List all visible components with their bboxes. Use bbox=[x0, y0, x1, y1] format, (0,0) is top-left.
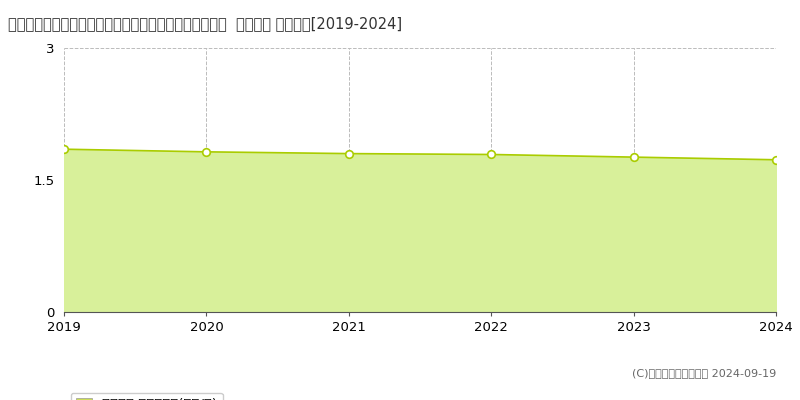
Point bbox=[342, 150, 355, 157]
Text: (C)土地価格ドットコム 2024-09-19: (C)土地価格ドットコム 2024-09-19 bbox=[632, 368, 776, 378]
Point bbox=[770, 156, 782, 163]
Point bbox=[58, 146, 70, 152]
Point bbox=[627, 154, 640, 160]
Point bbox=[200, 149, 213, 155]
Legend: 基準地価 平均坪単価(万円/坪): 基準地価 平均坪単価(万円/坪) bbox=[70, 393, 222, 400]
Text: 岩手県九戸郡洋野町大野第７０地割字狼ケ森２８番５内  基準地価 地価推移[2019-2024]: 岩手県九戸郡洋野町大野第７０地割字狼ケ森２８番５内 基準地価 地価推移[2019… bbox=[8, 16, 402, 31]
Point bbox=[485, 151, 498, 158]
